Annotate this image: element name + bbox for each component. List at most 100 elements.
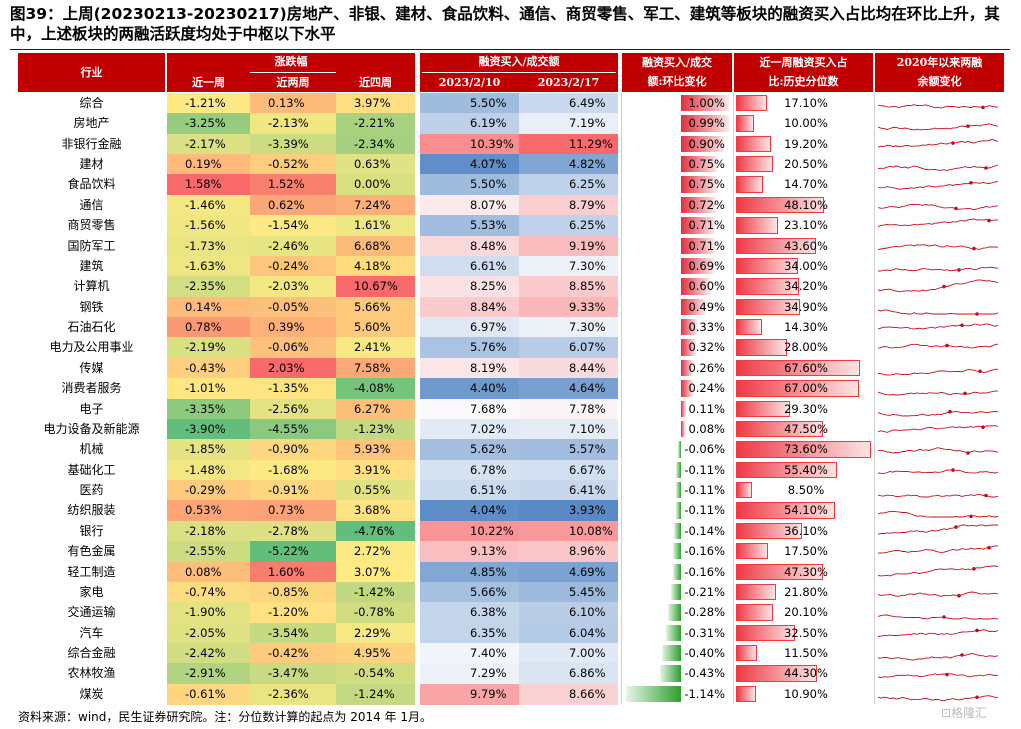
wow-value: -0.11% bbox=[684, 503, 725, 518]
wow-bar-positive bbox=[681, 339, 697, 356]
change-cell: -1.90% bbox=[167, 602, 250, 624]
ratio-cell: 4.69% bbox=[519, 561, 618, 583]
ratio-cell: 7.68% bbox=[420, 398, 519, 420]
percentile-bar bbox=[736, 237, 816, 254]
percentile-value: 10.00% bbox=[784, 116, 828, 131]
change-cell: -2.91% bbox=[167, 663, 250, 685]
ratio-cell: 7.30% bbox=[519, 317, 618, 338]
row-industry-label: 通信 bbox=[79, 197, 104, 212]
margin-financing-table: 行业 涨跌幅 近一周 近两周 近四周 融资买入/成交额 2023/2/10 20… bbox=[18, 53, 1004, 705]
margin-balance-sparkline bbox=[878, 628, 999, 637]
change-cell: -1.46% bbox=[167, 194, 250, 216]
wow-bar-negative bbox=[667, 604, 681, 621]
percentile-value: 20.50% bbox=[784, 157, 828, 172]
margin-balance-sparkline bbox=[878, 368, 999, 376]
ratio-cell: 9.33% bbox=[519, 296, 618, 318]
percentile-value: 19.20% bbox=[784, 136, 828, 151]
wow-bar-positive bbox=[681, 95, 729, 112]
wow-value: 0.75% bbox=[688, 177, 725, 192]
change-cell: -4.08% bbox=[336, 378, 415, 400]
margin-balance-sparkline bbox=[878, 138, 999, 148]
percentile-value: 34.00% bbox=[784, 258, 828, 273]
row-industry-label: 综合金融 bbox=[67, 645, 116, 660]
ratio-cell: 5.50% bbox=[420, 174, 519, 196]
header-industry: 行业 bbox=[80, 66, 103, 79]
row-industry-label: 计算机 bbox=[73, 279, 110, 294]
change-cell: 5.60% bbox=[336, 317, 415, 338]
column-separator bbox=[874, 93, 875, 704]
change-cell: -3.35% bbox=[167, 398, 250, 420]
ratio-cell: 8.85% bbox=[519, 276, 618, 298]
ratio-cell: 7.10% bbox=[519, 418, 618, 440]
change-cell: -3.47% bbox=[250, 663, 336, 685]
percentile-bar bbox=[736, 380, 859, 397]
row-industry-label: 传媒 bbox=[79, 360, 104, 375]
row-industry-label: 石油石化 bbox=[67, 320, 116, 335]
percentile-bar bbox=[736, 685, 756, 703]
percentile-bar bbox=[736, 563, 823, 580]
margin-balance-sparkline bbox=[878, 511, 999, 519]
change-cell: -1.35% bbox=[250, 378, 336, 400]
change-cell: 3.68% bbox=[336, 500, 415, 522]
change-cell: 6.68% bbox=[336, 235, 415, 257]
ratio-cell: 5.66% bbox=[420, 581, 519, 603]
percentile-bar bbox=[736, 278, 799, 295]
wow-bar-negative bbox=[675, 502, 681, 519]
ratio-cell: 6.86% bbox=[519, 663, 618, 685]
ratio-cell: 6.51% bbox=[420, 480, 519, 501]
ratio-cell: 7.00% bbox=[519, 642, 618, 664]
ratio-cell: 4.04% bbox=[420, 500, 519, 522]
change-cell: -2.35% bbox=[167, 276, 250, 298]
change-cell: 0.62% bbox=[250, 194, 336, 216]
margin-balance-sparkline bbox=[878, 524, 998, 535]
percentile-value: 17.10% bbox=[784, 96, 828, 110]
wow-bar-positive bbox=[681, 176, 717, 193]
percentile-value: 67.60% bbox=[784, 360, 828, 375]
percentile-bar bbox=[736, 176, 763, 193]
change-cell: -2.17% bbox=[167, 133, 250, 155]
percentile-value: 54.10% bbox=[784, 503, 828, 518]
header-wow-line2: 额:环比变化 bbox=[647, 75, 707, 88]
ratio-cell: 8.84% bbox=[420, 296, 519, 318]
change-cell: 1.58% bbox=[167, 174, 250, 196]
row-industry-label: 国防军工 bbox=[67, 238, 116, 253]
percentile-value: 11.50% bbox=[784, 645, 828, 660]
change-cell: -1.23% bbox=[336, 418, 415, 440]
header-date1: 2023/2/10 bbox=[438, 76, 501, 89]
ratio-cell: 6.61% bbox=[420, 255, 519, 277]
change-cell: -0.54% bbox=[336, 663, 415, 685]
ratio-cell: 9.79% bbox=[420, 683, 519, 705]
change-cell: -0.90% bbox=[250, 439, 336, 461]
ratio-cell: 8.96% bbox=[519, 541, 618, 562]
wow-value: -0.06% bbox=[684, 442, 725, 457]
change-cell: -2.13% bbox=[250, 113, 336, 135]
percentile-value: 67.00% bbox=[784, 381, 828, 396]
wow-value: -0.16% bbox=[684, 564, 725, 579]
margin-balance-sparkline bbox=[878, 409, 999, 417]
header-week2: 近两周 bbox=[276, 76, 310, 89]
change-cell: -2.42% bbox=[167, 642, 250, 664]
percentile-bar bbox=[736, 665, 818, 682]
header-week1: 近一周 bbox=[192, 76, 225, 89]
wow-bar-negative bbox=[660, 665, 681, 682]
ratio-cell: 5.62% bbox=[420, 439, 519, 461]
wow-bar-negative bbox=[674, 522, 681, 540]
change-cell: -2.19% bbox=[167, 337, 250, 359]
percentile-bar bbox=[736, 298, 800, 316]
ratio-cell: 4.85% bbox=[420, 561, 519, 583]
ratio-cell: 10.22% bbox=[420, 520, 519, 542]
row-industry-label: 综合 bbox=[79, 96, 104, 110]
percentile-value: 21.80% bbox=[784, 584, 828, 599]
margin-balance-sparkline bbox=[878, 344, 999, 349]
source-note: 资料来源：wind，民生证券研究院。注：分位数计算的起点为 2014 年 1月。 bbox=[18, 710, 432, 724]
change-cell: -0.91% bbox=[250, 480, 336, 501]
percentile-bar bbox=[736, 319, 763, 336]
wow-value: -0.16% bbox=[684, 544, 725, 559]
change-cell: 5.66% bbox=[336, 296, 415, 318]
ratio-cell: 6.35% bbox=[420, 622, 519, 644]
header-bg-percentile bbox=[734, 53, 873, 92]
ratio-cell: 8.19% bbox=[420, 357, 519, 379]
wow-value: -0.43% bbox=[684, 666, 725, 681]
margin-balance-sparkline bbox=[878, 591, 999, 598]
change-cell: -2.18% bbox=[167, 520, 250, 542]
